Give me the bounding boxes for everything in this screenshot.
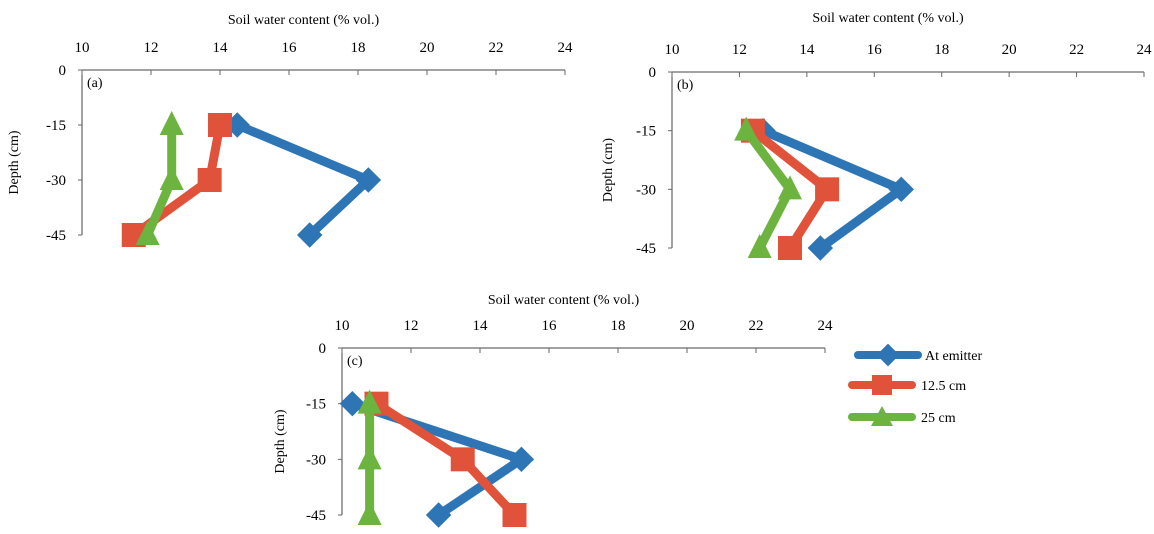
point-25-cm: [159, 111, 184, 135]
x-tick-label: 24: [818, 318, 834, 334]
y-tick-label: -45: [306, 508, 326, 524]
x-tick-label: 16: [867, 42, 883, 58]
chart-panel-2: 10 12 14 16 18 20 22 24 0 -15 -30 -45 Soil water con…: [601, 11, 1152, 261]
y-tick-label: -30: [636, 182, 656, 198]
x-axis-title: Soil water content (% vol.): [228, 13, 380, 28]
legend-label-25-cm: 25 cm: [921, 411, 956, 426]
x-tick-label: 10: [335, 318, 350, 334]
x-tick-label: 18: [934, 42, 949, 58]
x-axis-title: Soil water content (% vol.): [488, 293, 640, 308]
x-tick-label: 12: [144, 40, 159, 56]
point-at-emitter: [339, 390, 366, 417]
x-tick-label: 12: [732, 42, 747, 58]
x-tick-label: 10: [665, 42, 680, 58]
panel-label: (b): [677, 78, 694, 93]
y-axis-title: Depth (cm): [273, 409, 288, 473]
legend-marker-12-5-cm: [872, 375, 892, 395]
point-25-cm: [734, 116, 759, 141]
point-at-emitter: [807, 235, 834, 261]
point-12-5-cm: [815, 177, 840, 202]
point-at-emitter: [296, 222, 323, 248]
x-tick-label: 16: [542, 318, 558, 334]
point-25-cm: [357, 445, 382, 470]
x-tick-label: 16: [282, 40, 298, 56]
x-tick-label: 14: [473, 318, 489, 334]
series-line-12-5-cm: [372, 399, 519, 520]
y-tick-label: 0: [59, 63, 67, 79]
x-tick-label: 18: [611, 318, 626, 334]
chart-panel-1: 10 12 14 16 18 20 22 24 0 -15 -30 -45 Soil water con…: [7, 13, 573, 248]
point-25-cm: [357, 501, 382, 525]
point-at-emitter: [425, 502, 452, 528]
y-tick-label: 0: [649, 65, 657, 81]
x-tick-label: 24: [1137, 42, 1153, 58]
point-25-cm: [778, 175, 802, 200]
legend-marker-25-cm: [871, 406, 893, 426]
point-25-cm: [159, 166, 184, 190]
point-12-5-cm: [778, 236, 802, 260]
legend-entry-at-emitter: At emitter: [854, 343, 982, 367]
x-tick-label: 22: [489, 40, 504, 56]
x-axis-title: Soil water content (% vol.): [812, 11, 964, 26]
y-tick-label: -45: [636, 241, 656, 257]
x-tick-label: 14: [213, 40, 229, 56]
y-tick-label: -30: [46, 173, 66, 189]
legend-label-at-emitter: At emitter: [925, 349, 982, 364]
point-at-emitter: [355, 167, 382, 193]
y-tick-label: -15: [306, 397, 326, 413]
x-tick-label: 12: [404, 318, 419, 334]
x-tick-label: 10: [75, 40, 90, 56]
legend-label-12-5-cm: 12.5 cm: [921, 379, 966, 394]
point-at-emitter: [888, 176, 914, 203]
charts-layer: 10 12 14 16 18 20 22 24 0 -15 -30 -45 Soil water con…: [7, 11, 1152, 528]
legend-entry-12-5-cm: 12.5 cm: [848, 375, 966, 395]
panel-label: (a): [87, 76, 103, 91]
x-tick-label: 20: [680, 318, 695, 334]
chart-panel-3: 10 12 14 16 18 20 22 24 0 -15 -30 -45 Soil water con…: [273, 293, 833, 528]
legend: At emitter 12.5 cm 25 cm: [848, 343, 982, 426]
y-tick-label: -45: [46, 228, 66, 244]
point-25-cm: [135, 221, 160, 245]
y-tick-label: 0: [319, 341, 327, 357]
y-axis-title: Depth (cm): [7, 130, 22, 194]
y-tick-label: -30: [306, 452, 326, 468]
point-12-5-cm: [208, 113, 232, 137]
series-line-at-emitter: [232, 120, 373, 240]
point-25-cm: [357, 389, 382, 414]
panel-label: (c): [347, 354, 363, 369]
point-12-5-cm: [450, 447, 475, 472]
x-tick-label: 20: [420, 40, 435, 56]
y-tick-label: -15: [46, 118, 66, 134]
x-tick-label: 24: [558, 40, 574, 56]
legend-entry-25-cm: 25 cm: [848, 406, 956, 426]
x-tick-label: 20: [1002, 42, 1017, 58]
point-12-5-cm: [197, 168, 222, 192]
y-axis-title: Depth (cm): [601, 138, 616, 202]
legend-marker-at-emitter: [876, 343, 900, 367]
point-at-emitter: [508, 446, 535, 473]
x-tick-label: 18: [351, 40, 366, 56]
x-tick-label: 22: [1069, 42, 1084, 58]
point-25-cm: [747, 234, 772, 258]
x-tick-label: 22: [749, 318, 764, 334]
y-tick-label: -15: [636, 124, 656, 140]
point-12-5-cm: [502, 503, 527, 527]
x-tick-label: 14: [799, 42, 815, 58]
